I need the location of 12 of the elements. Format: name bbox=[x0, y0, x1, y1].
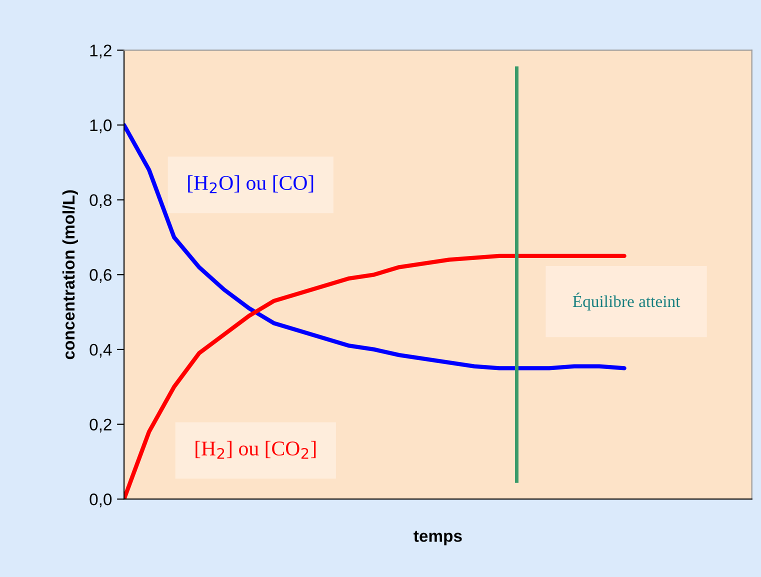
text: [H$_{2}$] ou [CO$_{2}$] bbox=[196, 440, 316, 459]
x-axis-title: temps bbox=[414, 530, 462, 546]
y-tick-label: 0,2 bbox=[90, 418, 112, 432]
y-tick-label: 0,6 bbox=[90, 269, 112, 283]
y-tick-label: 1,0 bbox=[90, 119, 112, 134]
annotation: Équilibre atteint bbox=[572, 292, 680, 310]
y-tick-label: 0,0 bbox=[90, 494, 112, 508]
series-label: [H$_{2}$O] ou [CO] bbox=[188, 175, 314, 194]
y-axis-title: concentration (mol/L) bbox=[62, 190, 78, 360]
y-tick-label: 1,2 bbox=[90, 44, 112, 58]
y-tick-label: 0,4 bbox=[90, 344, 112, 358]
y-tick-label: 0,8 bbox=[90, 194, 112, 208]
